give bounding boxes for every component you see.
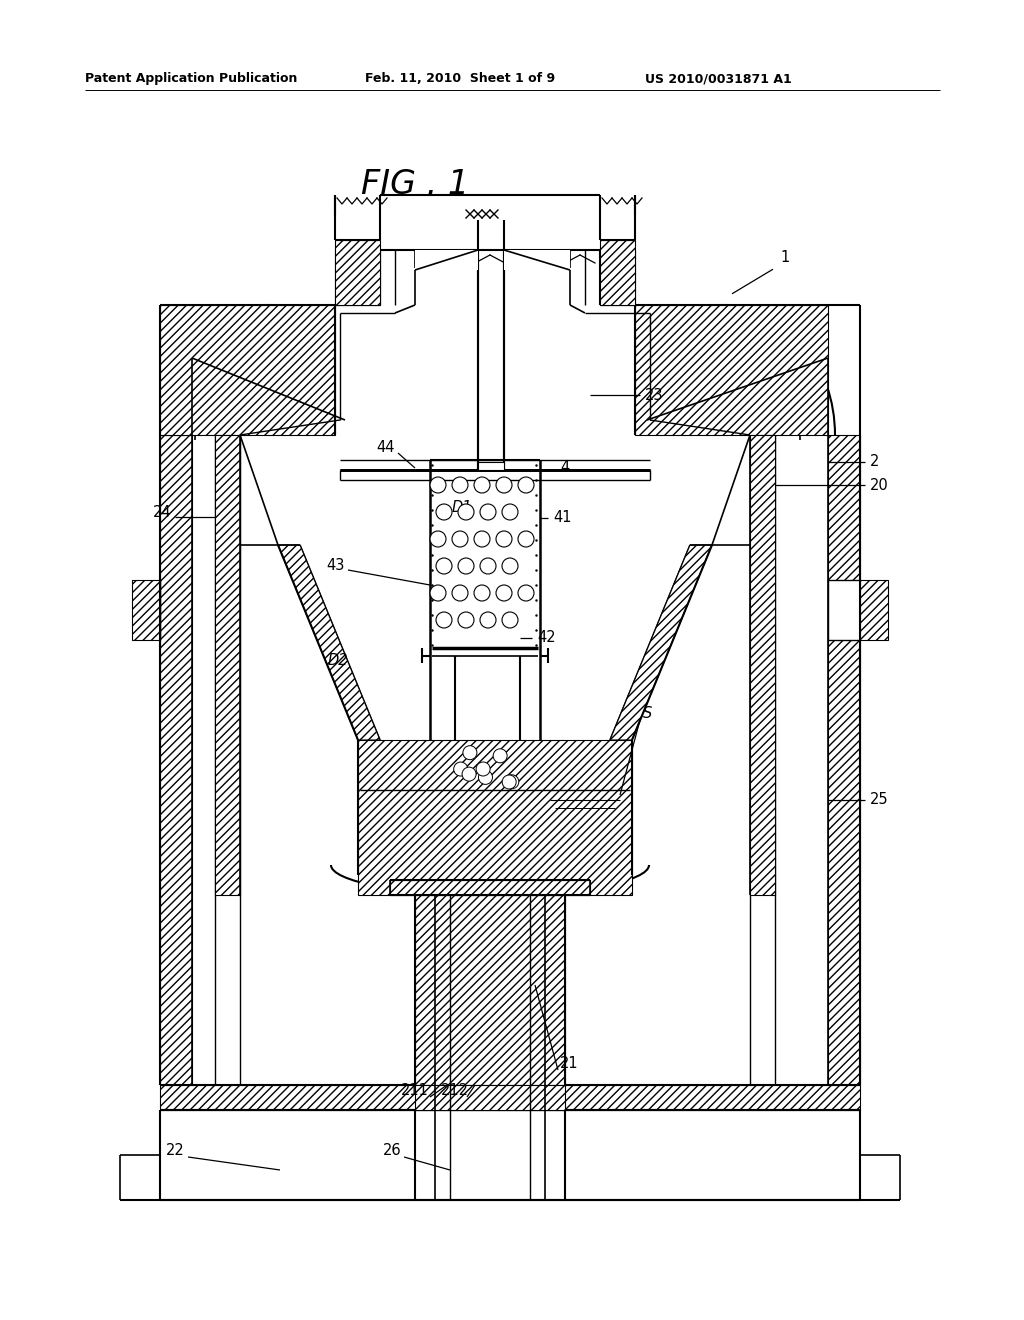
Circle shape: [436, 504, 452, 520]
Text: 41: 41: [553, 511, 571, 525]
Circle shape: [476, 762, 490, 776]
Circle shape: [462, 767, 476, 781]
Text: 23: 23: [645, 388, 664, 403]
Circle shape: [494, 748, 507, 763]
Circle shape: [430, 477, 446, 492]
Polygon shape: [160, 436, 193, 1085]
Polygon shape: [828, 579, 860, 640]
Text: 24: 24: [154, 506, 172, 520]
Text: 26: 26: [383, 1143, 402, 1158]
Text: Patent Application Publication: Patent Application Publication: [85, 73, 297, 84]
Text: 212: 212: [441, 1082, 469, 1098]
Text: US 2010/0031871 A1: US 2010/0031871 A1: [645, 73, 792, 84]
Circle shape: [452, 477, 468, 492]
Text: 42: 42: [537, 631, 556, 645]
Text: 44: 44: [377, 440, 395, 455]
Circle shape: [454, 762, 468, 776]
Polygon shape: [750, 436, 775, 895]
Text: 25: 25: [870, 792, 889, 808]
Circle shape: [502, 775, 516, 789]
Polygon shape: [415, 249, 478, 271]
Polygon shape: [132, 579, 160, 640]
Polygon shape: [335, 240, 380, 305]
Circle shape: [458, 612, 474, 628]
Circle shape: [480, 504, 496, 520]
Circle shape: [474, 531, 490, 546]
Circle shape: [452, 531, 468, 546]
Circle shape: [452, 585, 468, 601]
Polygon shape: [828, 436, 860, 1085]
Circle shape: [430, 585, 446, 601]
Polygon shape: [160, 305, 335, 436]
Circle shape: [474, 477, 490, 492]
Circle shape: [463, 746, 477, 760]
Text: S: S: [643, 706, 652, 721]
Polygon shape: [860, 579, 888, 640]
Text: 43: 43: [327, 558, 345, 573]
Circle shape: [458, 558, 474, 574]
Circle shape: [496, 477, 512, 492]
Circle shape: [496, 585, 512, 601]
Polygon shape: [600, 240, 635, 305]
Circle shape: [496, 531, 512, 546]
Polygon shape: [358, 741, 632, 895]
Polygon shape: [504, 249, 570, 271]
Polygon shape: [335, 249, 380, 305]
Text: 2: 2: [870, 454, 880, 470]
Text: 22: 22: [166, 1143, 185, 1158]
Circle shape: [518, 531, 534, 546]
Polygon shape: [610, 545, 712, 741]
Polygon shape: [600, 249, 635, 305]
Polygon shape: [415, 1085, 565, 1110]
Text: FIG . 1: FIG . 1: [360, 168, 469, 201]
Circle shape: [480, 558, 496, 574]
Circle shape: [502, 612, 518, 628]
Circle shape: [518, 585, 534, 601]
Text: 20: 20: [870, 478, 889, 492]
Text: 211: 211: [401, 1082, 429, 1098]
Circle shape: [480, 612, 496, 628]
Text: 1: 1: [780, 249, 790, 265]
Circle shape: [474, 585, 490, 601]
Polygon shape: [390, 880, 590, 895]
Circle shape: [505, 775, 519, 789]
Text: D2: D2: [328, 653, 348, 668]
Circle shape: [436, 612, 452, 628]
Circle shape: [518, 477, 534, 492]
Circle shape: [502, 558, 518, 574]
Circle shape: [436, 558, 452, 574]
Text: 4: 4: [560, 461, 569, 475]
Polygon shape: [278, 545, 380, 741]
Circle shape: [458, 504, 474, 520]
Polygon shape: [415, 895, 565, 1085]
Polygon shape: [635, 305, 828, 436]
Text: 21: 21: [560, 1056, 579, 1071]
Circle shape: [478, 771, 493, 784]
Circle shape: [430, 531, 446, 546]
Text: D1: D1: [452, 500, 472, 515]
Circle shape: [502, 504, 518, 520]
Polygon shape: [215, 436, 240, 895]
Polygon shape: [160, 1085, 860, 1110]
Text: Feb. 11, 2010  Sheet 1 of 9: Feb. 11, 2010 Sheet 1 of 9: [365, 73, 555, 84]
Polygon shape: [478, 462, 504, 470]
